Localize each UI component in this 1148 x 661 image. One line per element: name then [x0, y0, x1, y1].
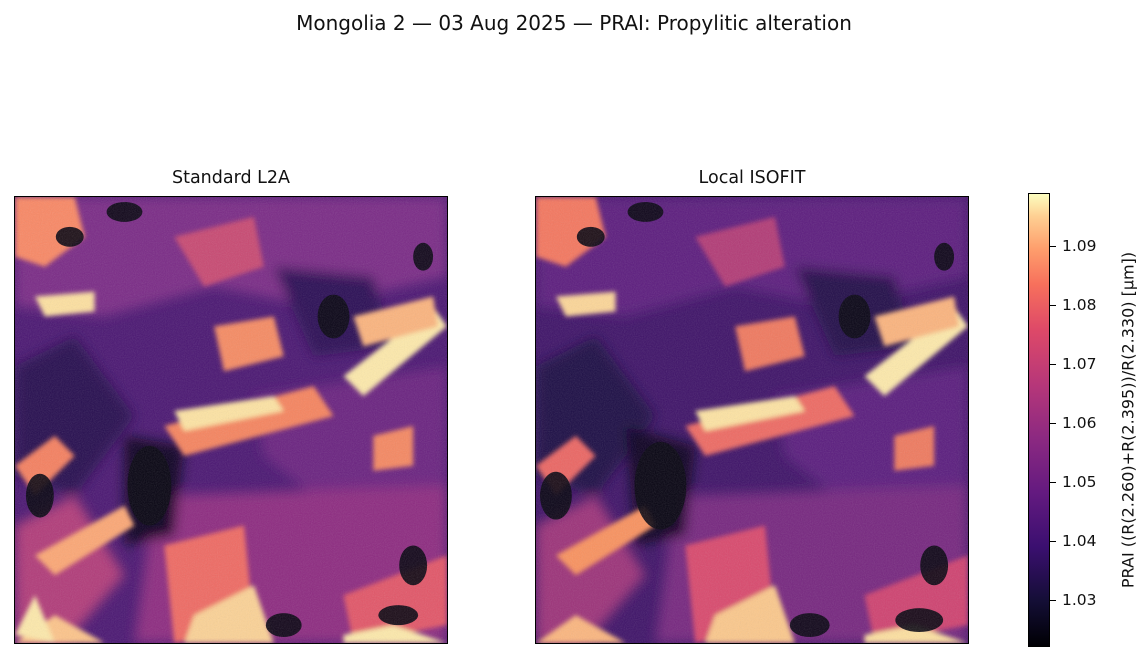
colorbar-tick-label: 1.09: [1062, 237, 1097, 256]
colorbar-tick-label: 1.06: [1062, 413, 1097, 432]
colorbar-tick-label: 1.07: [1062, 354, 1097, 373]
colorbar-tick-mark: [1050, 363, 1056, 365]
colorbar: [1028, 193, 1050, 647]
colorbar-tick-mark: [1050, 599, 1056, 601]
panel-title-standard-l2a: Standard L2A: [171, 168, 291, 188]
colorbar-tick-mark: [1050, 540, 1056, 542]
colorbar-label: PRAI ((R(2.260)+R(2.395))/R(2.330) [µm]): [1118, 251, 1138, 589]
colorbar-tick-label: 1.04: [1062, 531, 1097, 550]
colorbar-tick-label: 1.05: [1062, 472, 1097, 491]
colorbar-tick-mark: [1050, 305, 1056, 307]
panel-title-local-isofit: Local ISOFIT: [698, 168, 806, 188]
colorbar-tick-mark: [1050, 481, 1056, 483]
map-standard-l2a: [14, 196, 448, 644]
colorbar-tick-label: 1.03: [1062, 590, 1097, 609]
colorbar-tick-label: 1.08: [1062, 296, 1097, 315]
colorbar-tick-mark: [1050, 246, 1056, 248]
figure-title: Mongolia 2 — 03 Aug 2025 — PRAI: Propyli…: [296, 11, 852, 35]
map-local-isofit: [535, 196, 969, 644]
colorbar-tick-mark: [1050, 422, 1056, 424]
